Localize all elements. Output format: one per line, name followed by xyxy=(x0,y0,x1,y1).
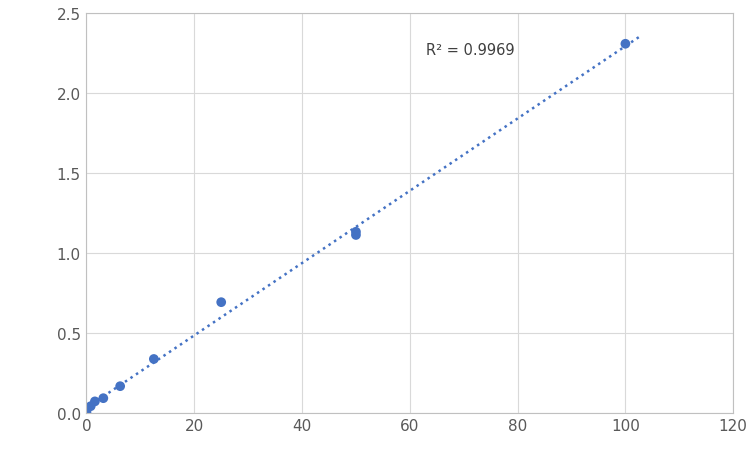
Point xyxy=(148,355,160,363)
Point xyxy=(215,299,227,306)
Point xyxy=(620,41,632,48)
Point xyxy=(97,395,109,402)
Point xyxy=(114,383,126,390)
Point xyxy=(85,403,97,410)
Point xyxy=(350,229,362,236)
Point xyxy=(80,409,92,416)
Point xyxy=(89,398,101,405)
Point xyxy=(350,232,362,239)
Text: R² = 0.9969: R² = 0.9969 xyxy=(426,43,514,58)
